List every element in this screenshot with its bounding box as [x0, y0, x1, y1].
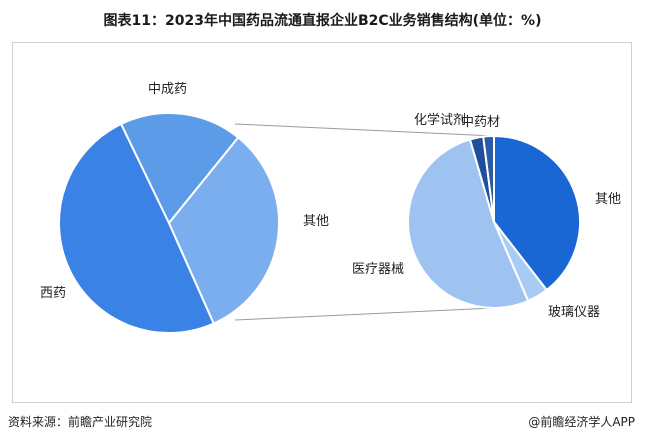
- label-secondary-1: 玻璃仪器: [548, 305, 600, 320]
- credit-note: @前瞻经济学人APP: [528, 415, 635, 429]
- label-secondary-2: 医疗器械: [352, 262, 404, 277]
- label-main-2: 其他: [303, 214, 329, 229]
- secondary-pie: [407, 134, 581, 309]
- connector-lines: [234, 123, 495, 321]
- secondary-pie-slice-2: [407, 138, 530, 309]
- label-secondary-4: 中药材: [461, 115, 500, 130]
- chart-frame: [12, 42, 632, 403]
- main-pie: [58, 112, 280, 334]
- main-pie-slice-0: [58, 122, 216, 334]
- main-pie-slice-2: [167, 136, 280, 325]
- chart-title: 图表11：2023年中国药品流通直报企业B2C业务销售结构(单位：%): [103, 13, 542, 29]
- source-note: 资料来源：前瞻产业研究院: [8, 415, 153, 429]
- label-main-0: 西药: [40, 286, 66, 301]
- label-secondary-3: 化学试剂: [414, 112, 466, 128]
- secondary-pie-slice-4: [482, 134, 495, 223]
- label-main-1: 中成药: [148, 82, 187, 97]
- connector-top: [234, 123, 495, 137]
- main-pie-slice-1: [119, 112, 240, 225]
- secondary-pie-slice-0: [493, 134, 581, 292]
- connector-bottom: [234, 307, 495, 321]
- label-secondary-0: 其他: [595, 192, 621, 207]
